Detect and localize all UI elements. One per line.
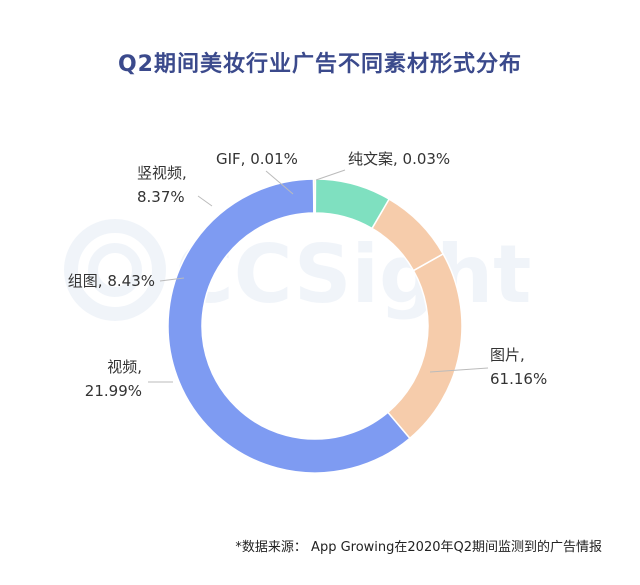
labels-group: 图片, 61.16% 视频, 21.99% 组图, 8.43% 竖视频, 8.37% GIF,…	[68, 150, 547, 400]
chart-title: Q2期间美妆行业广告不同素材形式分布	[117, 52, 522, 77]
data-label-视频: 视频, 21.99%	[85, 358, 142, 400]
slice-纯文案	[312, 178, 317, 214]
leader-line-纯文案	[315, 169, 346, 181]
data-label-竖视频: 竖视频, 8.37%	[137, 164, 187, 206]
slices-group	[167, 178, 463, 474]
data-label-纯文案: 纯文案, 0.03%	[348, 150, 450, 168]
data-label-GIF: GIF, 0.01%	[216, 150, 298, 168]
leader-lines-group	[148, 169, 489, 383]
data-label-组图: 组图, 8.43%	[68, 272, 155, 290]
leader-line-竖视频	[197, 195, 213, 207]
source-note: *数据来源： App Growing在2020年Q2期间监测到的广告情报	[235, 540, 602, 555]
leader-line-图片	[429, 367, 489, 373]
leader-line-GIF	[265, 170, 294, 195]
data-label-图片: 图片, 61.16%	[490, 346, 547, 388]
leader-line-组图	[159, 277, 185, 282]
slice-图片	[167, 178, 411, 474]
